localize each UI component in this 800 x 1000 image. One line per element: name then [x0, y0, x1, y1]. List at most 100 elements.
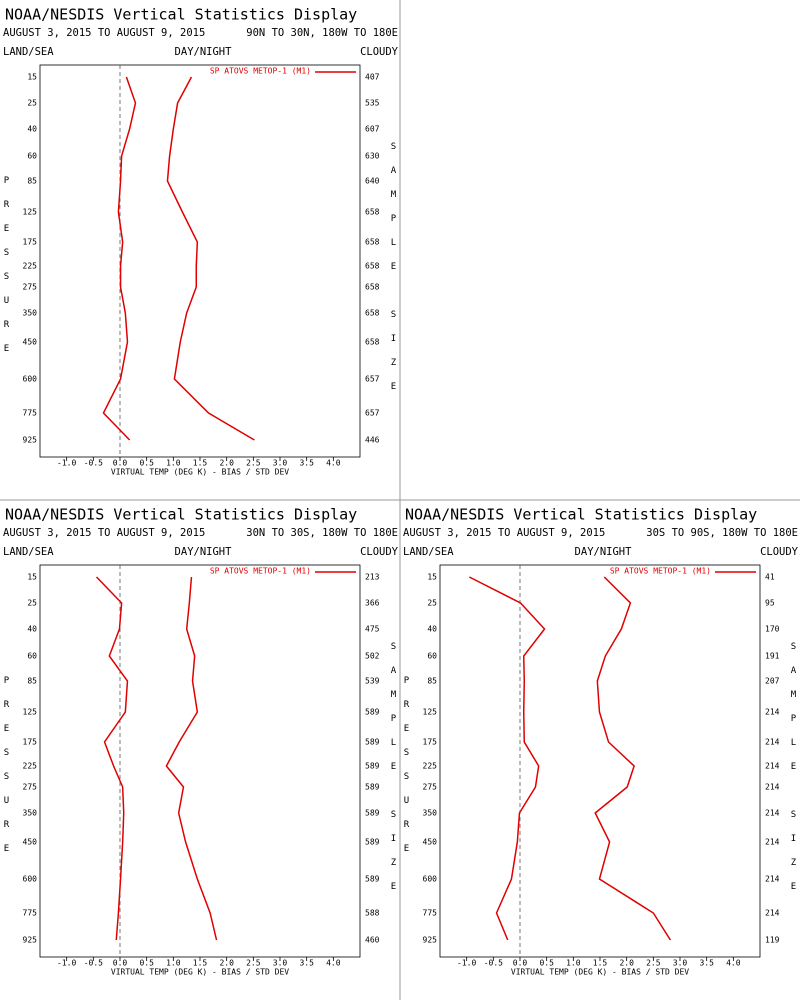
y-tick-label: 225: [23, 762, 38, 771]
y-tick-label: 600: [423, 875, 438, 884]
sample-size: 589: [365, 875, 380, 884]
legend-label: SP ATOVS METOP-1 (M1): [210, 67, 311, 76]
y-tick-label: 275: [23, 283, 38, 292]
sample-size: 214: [765, 762, 780, 771]
sample-size: 589: [365, 738, 380, 747]
sample-size: 588: [365, 909, 380, 918]
sample-size: 658: [365, 283, 380, 292]
y-tick-label: 40: [27, 125, 37, 134]
x-tick-label: 2.5: [646, 959, 661, 968]
plot-frame: [39, 64, 361, 458]
y2-axis-label: SAMPLE SIZE: [389, 642, 399, 906]
x-axis-label: VIRTUAL TEMP (DEG K) - BIAS / STD DEV: [111, 968, 289, 977]
sample-size: 214: [765, 708, 780, 717]
y2-axis-label: SAMPLE SIZE: [389, 142, 399, 406]
x-tick-label: 1.5: [593, 959, 608, 968]
sample-size: 170: [765, 625, 780, 634]
sample-size: 589: [365, 783, 380, 792]
y-tick-label: 60: [27, 152, 37, 161]
region: 30S TO 90S, 180W TO 180E: [646, 527, 798, 539]
y-tick-label: 40: [427, 625, 437, 634]
y-tick-label: 275: [423, 783, 438, 792]
y-tick-label: 450: [23, 838, 38, 847]
header-label: DAY/NIGHT: [175, 46, 233, 58]
y-tick-label: 175: [423, 738, 438, 747]
sample-size: 207: [765, 677, 780, 686]
x-tick-label: 2.5: [246, 959, 261, 968]
profile-line: [95, 576, 129, 941]
y-tick-label: 125: [23, 208, 38, 217]
sample-size: 191: [765, 652, 780, 661]
x-tick-label: 3.5: [299, 959, 314, 968]
x-tick-label: 1.5: [193, 959, 208, 968]
x-tick-label: 3.0: [273, 459, 288, 468]
sample-size: 214: [765, 738, 780, 747]
x-tick-label: -0.5: [84, 959, 103, 968]
y-tick-label: 275: [23, 783, 38, 792]
profile-line: [166, 76, 255, 441]
y-tick-label: 85: [27, 177, 37, 186]
y-tick-label: 175: [23, 738, 38, 747]
plot-frame: [39, 564, 361, 958]
y-tick-label: 925: [23, 936, 38, 945]
x-tick-label: -1.0: [57, 959, 76, 968]
x-tick-label: 1.0: [166, 959, 181, 968]
region: 90N TO 30N, 180W TO 180E: [246, 27, 398, 39]
profile-line: [594, 576, 672, 941]
sample-size: 95: [765, 599, 775, 608]
sample-size: 589: [365, 708, 380, 717]
legend-label: SP ATOVS METOP-1 (M1): [210, 567, 311, 576]
panel: NOAA/NESDIS Vertical Statistics Display A…: [402, 506, 799, 977]
sample-size: 214: [765, 809, 780, 818]
y-tick-label: 40: [27, 625, 37, 634]
header-label: CLOUDY: [760, 546, 799, 558]
x-tick-label: 0.5: [539, 959, 554, 968]
sample-size: 407: [365, 73, 380, 82]
sample-size: 630: [365, 152, 380, 161]
chart-title: NOAA/NESDIS Vertical Statistics Display: [5, 506, 357, 524]
sample-size: 213: [365, 573, 380, 582]
y-axis-label: PRESSURE: [2, 676, 12, 868]
y-tick-label: 600: [23, 875, 38, 884]
sample-size: 119: [765, 936, 780, 945]
sample-size: 214: [765, 838, 780, 847]
y-tick-label: 15: [27, 573, 37, 582]
x-tick-label: 0.0: [113, 959, 128, 968]
y-tick-label: 85: [427, 677, 437, 686]
x-tick-label: -1.0: [57, 459, 76, 468]
profile-line: [165, 576, 218, 941]
y-tick-label: 925: [23, 436, 38, 445]
sample-size: 657: [365, 375, 380, 384]
header-label: LAND/SEA: [403, 546, 454, 558]
x-tick-label: 3.0: [273, 959, 288, 968]
x-axis-label: VIRTUAL TEMP (DEG K) - BIAS / STD DEV: [511, 968, 689, 977]
sample-size: 214: [765, 875, 780, 884]
sample-size: 214: [765, 909, 780, 918]
y-tick-label: 60: [27, 652, 37, 661]
y-tick-label: 350: [23, 809, 38, 818]
sample-size: 535: [365, 99, 380, 108]
y-tick-label: 175: [23, 238, 38, 247]
legend-label: SP ATOVS METOP-1 (M1): [610, 567, 711, 576]
header-label: CLOUDY: [360, 46, 399, 58]
x-axis-label: VIRTUAL TEMP (DEG K) - BIAS / STD DEV: [111, 468, 289, 477]
y-tick-label: 225: [423, 762, 438, 771]
sample-size: 446: [365, 436, 380, 445]
x-tick-label: 0.0: [513, 959, 528, 968]
y2-axis-label: SAMPLE SIZE: [789, 642, 799, 906]
y-axis-label: PRESSURE: [402, 676, 412, 868]
y-tick-label: 25: [27, 599, 37, 608]
sample-size: 658: [365, 309, 380, 318]
x-tick-label: 2.0: [219, 459, 234, 468]
y-tick-label: 600: [23, 375, 38, 384]
subtitle: AUGUST 3, 2015 TO AUGUST 9, 2015: [3, 527, 205, 539]
sample-size: 214: [765, 783, 780, 792]
sample-size: 607: [365, 125, 380, 134]
y-tick-label: 85: [27, 677, 37, 686]
y-tick-label: 25: [27, 99, 37, 108]
x-tick-label: 2.0: [619, 959, 634, 968]
y-tick-label: 450: [423, 838, 438, 847]
chart-title: NOAA/NESDIS Vertical Statistics Display: [5, 6, 357, 24]
region: 30N TO 30S, 180W TO 180E: [246, 527, 398, 539]
x-tick-label: 3.5: [299, 459, 314, 468]
